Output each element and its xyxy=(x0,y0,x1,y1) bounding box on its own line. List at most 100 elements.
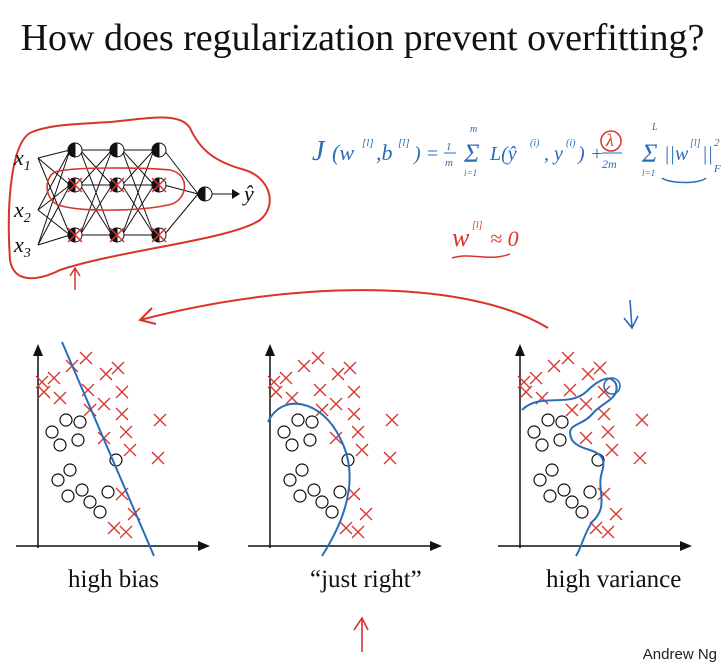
o-marker xyxy=(307,483,321,497)
network-pointer-arrow xyxy=(69,266,81,290)
input-x3: x xyxy=(13,232,24,257)
x-marker xyxy=(339,521,353,535)
o-marker xyxy=(575,505,589,519)
svg-text:[l]: [l] xyxy=(690,138,701,149)
network-labels: x1 x2 x3 ŷ xyxy=(13,145,254,261)
o-marker xyxy=(51,473,65,487)
slide-title: How does regularization prevent overfitt… xyxy=(20,17,705,59)
o-marker xyxy=(315,495,329,509)
norm-underline xyxy=(661,177,707,184)
svg-text:+: + xyxy=(590,143,604,165)
svg-text:[l]: [l] xyxy=(362,137,374,149)
y-axis-arrowhead xyxy=(515,344,525,356)
svg-text:≈ 0: ≈ 0 xyxy=(490,226,519,251)
x-marker xyxy=(329,431,343,445)
svg-text:Σ: Σ xyxy=(641,139,658,168)
x-axis-arrowhead xyxy=(430,541,442,551)
cost-function-handwriting: J (w [l] ,b [l] ) = 1 m m Σ i=1 L(ŷ (i) … xyxy=(312,122,721,178)
x-marker xyxy=(115,385,129,399)
inner-outline xyxy=(46,167,186,211)
x-marker xyxy=(297,359,311,373)
input-x1: x xyxy=(13,145,24,170)
o-marker xyxy=(305,415,319,429)
o-marker xyxy=(541,413,555,427)
svg-text:(i): (i) xyxy=(566,138,576,149)
x-marker xyxy=(37,385,51,399)
x-marker xyxy=(347,385,361,399)
x-axis-arrowhead xyxy=(680,541,692,551)
y-axis-arrowhead xyxy=(265,344,275,356)
x-marker xyxy=(633,451,647,465)
x-marker xyxy=(79,351,93,365)
svg-text:J: J xyxy=(312,136,326,167)
x-marker xyxy=(579,397,593,411)
svg-text:) =: ) = xyxy=(413,143,439,165)
x-marker xyxy=(547,359,561,373)
variance-down-arrow xyxy=(623,299,639,330)
x-marker xyxy=(151,451,165,465)
x-marker xyxy=(329,397,343,411)
svg-text:,b: ,b xyxy=(376,140,393,165)
plot-panel-3 xyxy=(498,344,692,557)
x-marker xyxy=(597,407,611,421)
x-marker xyxy=(597,385,611,399)
x-marker xyxy=(285,391,299,405)
o-marker xyxy=(555,415,569,429)
x-marker xyxy=(359,507,373,521)
o-marker xyxy=(557,483,571,497)
x-marker xyxy=(519,385,533,399)
x-marker xyxy=(581,367,595,381)
caption-just-right: “just right” xyxy=(310,566,422,593)
boundary-loop xyxy=(603,377,621,395)
author-credit: Andrew Ng xyxy=(642,646,717,663)
input-x2: x xyxy=(13,197,24,222)
x-marker xyxy=(565,403,579,417)
x-marker xyxy=(589,521,603,535)
o-marker xyxy=(285,438,299,452)
x-marker xyxy=(351,425,365,439)
x-marker xyxy=(279,371,293,385)
o-marker xyxy=(277,425,291,439)
x-marker xyxy=(119,525,133,539)
o-marker xyxy=(53,438,67,452)
o-marker xyxy=(59,413,73,427)
svg-text:m: m xyxy=(445,157,453,169)
x-marker xyxy=(53,391,67,405)
x-marker xyxy=(383,451,397,465)
x-marker xyxy=(115,407,129,421)
o-marker xyxy=(565,495,579,509)
svg-text:x1: x1 xyxy=(13,145,31,174)
svg-text:(i): (i) xyxy=(530,138,540,149)
x-marker xyxy=(593,361,607,375)
arc-arrow-to-high-bias xyxy=(139,289,549,329)
x-marker xyxy=(605,443,619,457)
o-marker xyxy=(553,433,567,447)
output-yhat: ŷ xyxy=(242,181,254,206)
x-marker xyxy=(119,425,133,439)
o-marker xyxy=(303,433,317,447)
x-marker xyxy=(347,407,361,421)
x-marker xyxy=(47,371,61,385)
o-marker xyxy=(283,473,297,487)
x-marker xyxy=(313,383,327,397)
x-marker xyxy=(97,397,111,411)
o-marker xyxy=(83,495,97,509)
decision-boundary xyxy=(521,377,618,557)
input-x3-subscript: 3 xyxy=(23,246,31,261)
svg-text:λ: λ xyxy=(605,130,614,150)
weights-near-zero: w [l] ≈ 0 xyxy=(452,220,519,252)
svg-text:m: m xyxy=(470,124,477,135)
svg-text:||w: ||w xyxy=(664,143,689,165)
x-marker xyxy=(355,443,369,457)
x-marker xyxy=(311,351,325,365)
svg-text:||: || xyxy=(702,143,713,165)
o-marker xyxy=(583,485,597,499)
o-marker xyxy=(535,438,549,452)
x-marker xyxy=(315,403,329,417)
just-right-up-arrow xyxy=(353,616,369,652)
x-marker xyxy=(563,383,577,397)
o-marker xyxy=(73,415,87,429)
network-outline xyxy=(7,116,271,280)
